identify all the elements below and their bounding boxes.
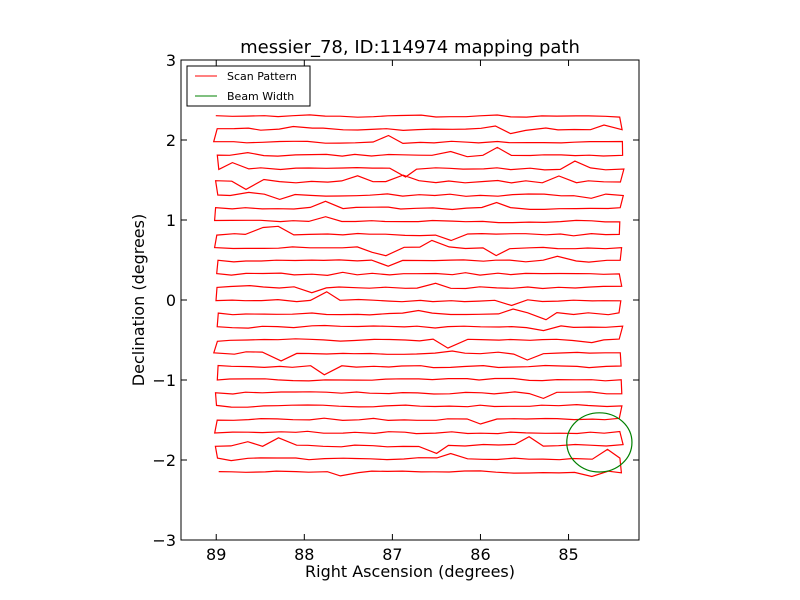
y-tick-label: −1 (152, 371, 176, 390)
y-axis-label: Declination (degrees) (129, 214, 148, 386)
y-axis-ticks: −3 −2 −1 0 1 2 3 (152, 51, 639, 550)
beam-width-layer (566, 412, 633, 473)
x-tick-label: 87 (382, 545, 402, 564)
y-tick-label: 3 (166, 51, 176, 70)
plot-area (212, 114, 633, 478)
x-axis-ticks: 89 88 87 86 85 (206, 60, 579, 564)
x-tick-label: 85 (558, 545, 578, 564)
legend-box (186, 65, 311, 107)
y-tick-label: 0 (166, 291, 176, 310)
y-tick-label: 1 (166, 211, 176, 230)
beam-width-circle (566, 412, 633, 473)
x-tick-label: 88 (294, 545, 314, 564)
scan-pattern-layer (212, 114, 625, 478)
x-tick-label: 86 (470, 545, 490, 564)
y-tick-label: 2 (166, 131, 176, 150)
legend-label-beam-width: Beam Width (227, 90, 294, 103)
y-tick-label: −3 (152, 531, 176, 550)
legend: Scan Pattern Beam Width (186, 65, 311, 107)
x-axis-label: Right Ascension (degrees) (305, 562, 515, 581)
chart-title: messier_78, ID:114974 mapping path (240, 37, 580, 58)
x-tick-label: 89 (206, 545, 226, 564)
scan-pattern-path (212, 114, 625, 478)
y-tick-label: −2 (152, 451, 176, 470)
legend-label-scan-pattern: Scan Pattern (227, 70, 297, 83)
